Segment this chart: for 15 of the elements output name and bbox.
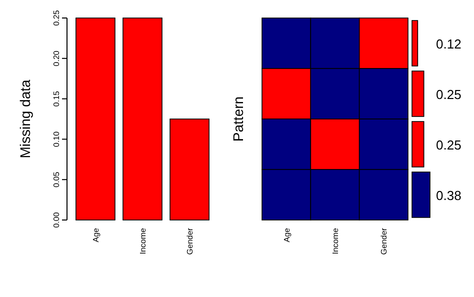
y-tick-label: 0.20 (52, 50, 61, 66)
data-label: 0.25 (436, 86, 462, 102)
y-tick-label: 0.15 (52, 90, 61, 107)
y-tick-label: 0.00 (52, 212, 61, 228)
text: Pattern (230, 96, 246, 142)
y-axis-title: Missing data (17, 79, 33, 158)
x-tick-label: Gender (186, 228, 195, 255)
x-tick-label: Income (138, 227, 148, 254)
data-label: 0.38 (436, 188, 462, 203)
y-tick-label: 0.05 (52, 171, 61, 188)
y-tick-label: 0.25 (52, 10, 61, 26)
y-tick-label: 0.10 (52, 130, 61, 147)
data-label: 0.25 (436, 137, 462, 152)
x-tick-label: Age (91, 227, 100, 242)
data-label: 0.12 (436, 36, 462, 52)
